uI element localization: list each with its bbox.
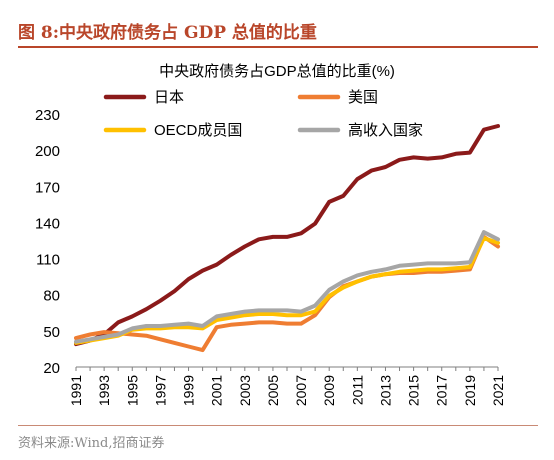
x-tick-label: 2013 <box>377 375 393 406</box>
legend-label-2: OECD成员国 <box>154 122 242 139</box>
y-tick-label: 230 <box>35 107 60 124</box>
y-tick-label: 110 <box>36 252 60 269</box>
legend-label-1: 美国 <box>348 89 378 106</box>
x-tick-label: 2017 <box>434 375 450 406</box>
x-tick-label: 2005 <box>265 375 281 406</box>
x-tick-label: 2003 <box>237 375 253 406</box>
x-tick-label: 1999 <box>181 375 197 406</box>
chart-title: 中央政府债务占GDP总值的比重(%) <box>159 63 395 80</box>
x-tick-label: 2019 <box>462 375 478 406</box>
figure-header: 图 8:中央政府债务占 GDP 总值的比重 <box>0 0 554 52</box>
axes: 20 50 80 110 140 170 200 230 1991 1993 1995 1997 199… <box>35 107 506 406</box>
y-tick-label: 140 <box>35 215 60 232</box>
legend: 日本 美国 OECD成员国 高收入国家 <box>103 89 423 139</box>
x-tick-label: 1997 <box>152 375 168 406</box>
series-line-0 <box>74 124 500 347</box>
line-chart: 中央政府债务占GDP总值的比重(%) 20 50 80 110 140 170 200 230… <box>35 63 506 406</box>
source-note: 资料来源:Wind,招商证券 <box>18 436 165 451</box>
y-tick-label: 20 <box>43 360 60 377</box>
x-tick-label: 2001 <box>209 375 225 406</box>
legend-label-0: 日本 <box>154 89 184 106</box>
series-line-3 <box>74 230 500 344</box>
x-tick-label: 1995 <box>124 375 140 406</box>
x-tick-label: 2015 <box>406 375 422 406</box>
y-tick-label: 200 <box>35 143 60 160</box>
y-tick-label: 80 <box>43 288 60 305</box>
y-tick-label: 50 <box>43 324 60 341</box>
x-tick-label: 2007 <box>293 375 309 406</box>
y-tick-label: 170 <box>35 179 60 196</box>
x-tick-label: 2011 <box>349 375 365 405</box>
x-tick-label: 2021 <box>490 375 506 406</box>
figure-title: 图 8:中央政府债务占 GDP 总值的比重 <box>18 23 317 43</box>
legend-label-3: 高收入国家 <box>348 122 423 139</box>
title-rule <box>18 46 538 48</box>
x-tick-label: 1993 <box>96 375 112 406</box>
x-tick-label: 2009 <box>321 375 337 406</box>
x-tick-label: 1991 <box>68 375 84 406</box>
series-layer <box>74 124 500 353</box>
series-line-2 <box>74 236 500 345</box>
footer-rule <box>18 425 538 426</box>
series-line-1 <box>74 234 500 353</box>
